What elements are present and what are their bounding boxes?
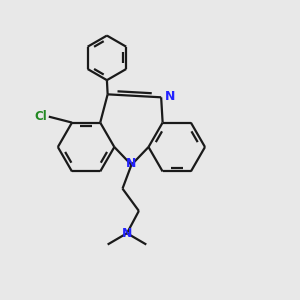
Text: N: N [122,227,132,240]
Text: N: N [165,90,175,103]
Text: N: N [126,157,136,170]
Text: Cl: Cl [34,110,47,123]
